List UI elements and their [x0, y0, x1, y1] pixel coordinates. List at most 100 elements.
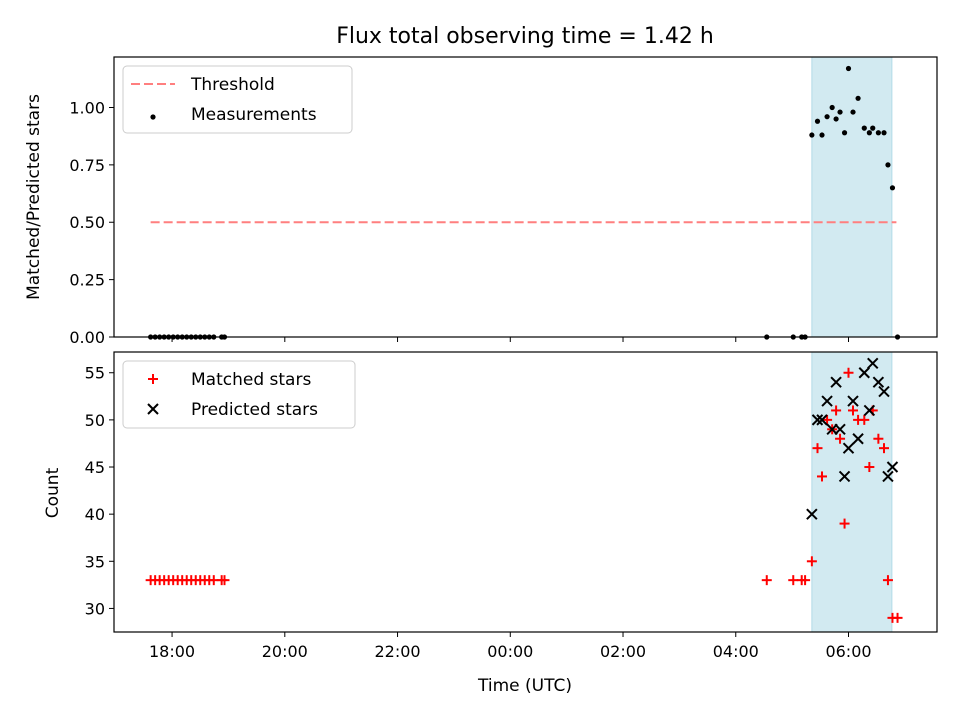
x-stroke-b [872, 376, 885, 388]
measurement-point [870, 125, 876, 131]
measurement-point [889, 185, 896, 191]
legend-x-swatch [147, 403, 159, 415]
measurement-point [845, 65, 852, 72]
matched-point [873, 433, 884, 444]
y-tick-label: 0.75 [69, 156, 105, 175]
y-tick-label: 45 [85, 458, 105, 477]
matched-point [839, 518, 850, 529]
predicted-point [852, 433, 864, 445]
x-tick-label: 18:00 [149, 642, 195, 661]
predicted-point [863, 404, 876, 417]
shaded-observing-span [811, 351, 893, 633]
x-stroke-b [863, 404, 876, 417]
matched-point [859, 414, 870, 425]
x-stroke-b [821, 395, 833, 407]
x-stroke-b [878, 385, 890, 398]
measurement-point [809, 132, 815, 138]
matched-point [864, 462, 875, 473]
chart-title: Flux total observing time = 1.42 h [336, 24, 714, 49]
measurement-point [875, 130, 881, 136]
predicted-point [867, 357, 879, 370]
x-axis-label: Time (UTC) [477, 676, 572, 696]
y-tick-label: 30 [85, 599, 105, 618]
x-stroke-b [838, 470, 851, 483]
x-stroke-b [852, 433, 864, 445]
y-tick-label: 35 [85, 552, 105, 571]
measurement-point [833, 116, 839, 122]
matched-point [835, 433, 846, 444]
legend-label: Predicted stars [191, 400, 318, 420]
legend: Matched stars Predicted stars [122, 360, 356, 429]
matched-point [892, 612, 903, 623]
measurement-point [855, 95, 861, 101]
y-tick-label: 40 [85, 505, 105, 524]
y-tick-label: 1.00 [69, 98, 105, 117]
predicted-point [847, 395, 859, 407]
predicted-point [821, 395, 833, 407]
y-tick-label: 0.50 [69, 213, 105, 232]
x-stroke-b [847, 395, 859, 407]
plot-frame [113, 351, 938, 633]
matched-point [812, 443, 823, 454]
legend-dot-swatch [150, 114, 156, 120]
matched-point [843, 367, 854, 378]
legend: Threshold Measurements [122, 65, 353, 134]
matched-point [806, 556, 817, 567]
x-tick-label: 20:00 [262, 642, 308, 661]
matched-point [882, 575, 893, 586]
legend-label: Threshold [190, 75, 275, 95]
matched-point [817, 471, 828, 482]
x-tick-label: 04:00 [713, 642, 759, 661]
measurement-point [881, 130, 887, 136]
predicted-point [842, 442, 855, 454]
x-stroke-b [830, 376, 842, 388]
x-tick-label: 02:00 [600, 642, 646, 661]
predicted-point [858, 367, 870, 379]
measurement-point [885, 162, 891, 168]
y-tick-label: 0.00 [69, 328, 105, 347]
chart-marks: 0.00 0.25 0.50 0.75 1.00 Threshold Measurement… [69, 56, 938, 661]
x-tick-label: 00:00 [487, 642, 533, 661]
series-predicted-stars [806, 357, 899, 520]
y-tick-label: 55 [85, 364, 105, 383]
predicted-point [830, 376, 842, 388]
panel-count: 30 35 40 45 50 55 18:00 20:00 22:00 00:00 02:00 04:… [85, 351, 938, 661]
x-tick-label: 06:00 [825, 642, 871, 661]
predicted-point [886, 461, 899, 473]
x-stroke-b [811, 414, 824, 426]
x-stroke-b [882, 470, 894, 483]
predicted-point [811, 414, 824, 426]
legend-label: Measurements [191, 105, 317, 125]
matched-point [219, 575, 230, 586]
matched-point [761, 575, 772, 586]
measurement-point [837, 109, 843, 115]
y-axis-label-top: Matched/Predicted stars [24, 94, 44, 300]
x-tick-label: 22:00 [374, 642, 420, 661]
y-tick-label: 50 [85, 411, 105, 430]
predicted-point [816, 414, 828, 426]
predicted-point [872, 376, 885, 388]
matched-point [800, 575, 811, 586]
legend-box [122, 360, 356, 429]
panel-ratio: 0.00 0.25 0.50 0.75 1.00 Threshold Measurement… [69, 56, 938, 347]
measurement-point [824, 114, 830, 120]
x-stroke-b [842, 442, 855, 454]
x-stroke-b [816, 414, 828, 426]
x-stroke-b [886, 461, 899, 473]
predicted-point [882, 470, 894, 483]
predicted-point [806, 508, 818, 520]
matched-point [879, 443, 890, 454]
measurement-point [850, 109, 856, 115]
x-stroke-b [834, 423, 846, 436]
predicted-point [838, 470, 851, 483]
matched-point [831, 405, 842, 416]
measurement-point [861, 125, 867, 131]
matched-point [822, 414, 833, 425]
measurement-point [829, 104, 835, 111]
x-stroke-b [806, 508, 818, 520]
matched-point [848, 405, 859, 416]
measurement-point [814, 118, 821, 124]
y-tick-label: 0.25 [69, 271, 105, 290]
predicted-point [834, 423, 846, 436]
